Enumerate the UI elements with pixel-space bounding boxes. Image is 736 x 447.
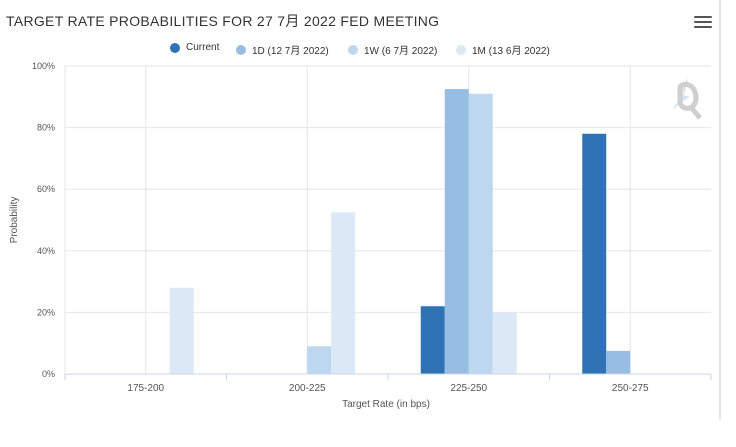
legend-marker [170,42,180,53]
x-axis-label: Target Rate (in bps) [342,399,430,410]
menu-icon-bar [694,26,712,28]
y-tick-label: 20% [37,307,55,317]
x-tick-label: 175-200 [127,383,164,394]
legend-item-1w[interactable]: 1W (6 7月 2022) [348,42,437,57]
x-tick-label: 200-225 [289,383,326,394]
chart-menu-button[interactable] [694,16,712,30]
chart-title: TARGET RATE PROBABILITIES FOR 27 7月 2022… [6,13,440,29]
axes: 0% 20% 40% 60% 80% 100% 175-200 200-225 225-250 2… [32,61,712,394]
legend-marker [348,44,358,55]
y-tick-label: 80% [37,123,55,133]
legend-label: 1D (12 7月 2022) [252,46,329,57]
chart-legend: Current 1D (12 7月 2022) 1W (6 7月 2022) 1… [0,42,720,58]
bar-200-225-s2[interactable] [307,346,332,374]
bar-200-225-s3[interactable] [331,212,356,374]
legend-marker [236,44,246,55]
menu-icon-bar [694,16,712,18]
y-tick-label: 0% [42,369,55,379]
legend-item-1d[interactable]: 1D (12 7月 2022) [236,42,329,57]
legend-item-current[interactable]: Current [170,42,219,53]
bar-225-250-s2[interactable] [468,93,493,374]
x-tick-label: 225-250 [450,383,487,394]
bar-chart: 0% 20% 40% 60% 80% 100% 175-200 200-225 225-250 2… [9,61,712,410]
x-tick-label: 250-275 [612,383,649,394]
bars [169,89,631,374]
bar-225-250-s1[interactable] [444,89,469,374]
legend-label: 1M (13 6月 2022) [472,46,550,57]
bar-250-275-s1[interactable] [606,350,631,374]
watermark-logo-icon [672,78,702,120]
legend-marker [456,44,466,55]
bar-225-250-s3[interactable] [492,312,517,374]
bar-250-275-s0[interactable] [582,133,607,374]
legend-label: 1W (6 7月 2022) [364,46,438,57]
y-tick-label: 40% [37,246,55,256]
chart-container: TARGET RATE PROBABILITIES FOR 27 7月 2022… [0,0,721,420]
legend-label: Current [186,42,220,53]
legend-item-1m[interactable]: 1M (13 6月 2022) [456,42,550,57]
grid-lines [65,65,711,374]
y-axis-label: Probability [9,197,20,244]
y-tick-label: 60% [37,184,55,194]
panel-border [719,0,721,420]
y-tick-label: 100% [32,61,55,71]
bar-175-200-s3[interactable] [169,287,194,374]
menu-icon-bar [694,21,712,23]
bar-225-250-s0[interactable] [420,306,445,374]
